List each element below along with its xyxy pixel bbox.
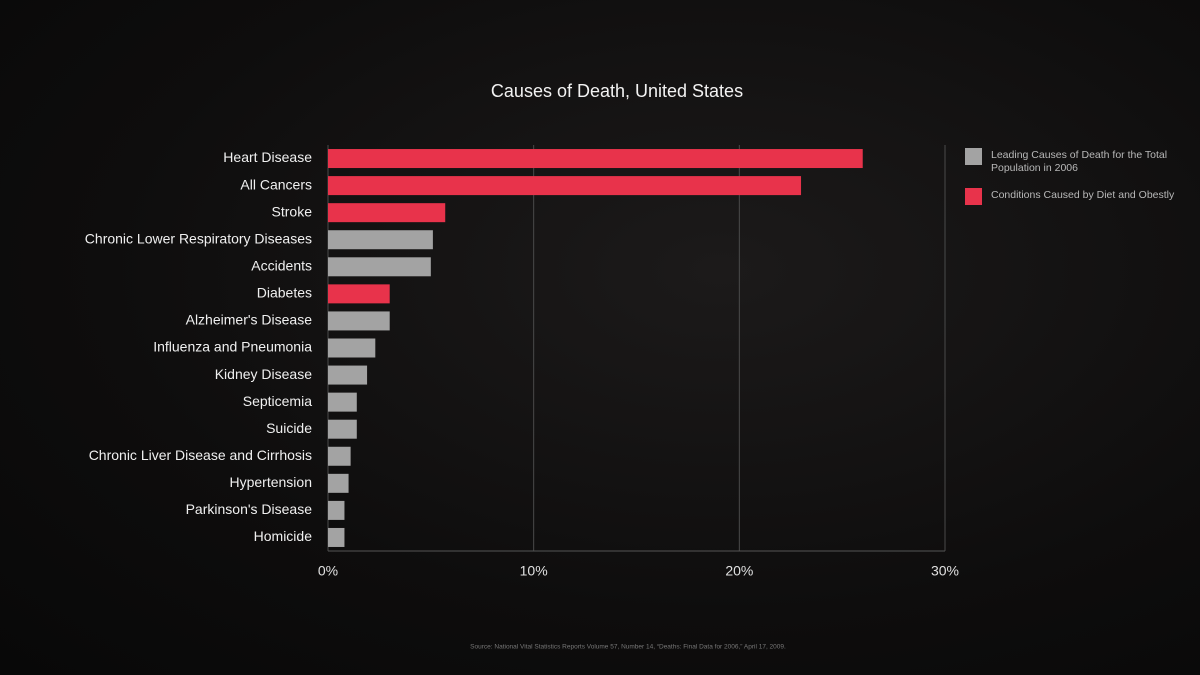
bar xyxy=(328,230,433,250)
x-tick-label: 30% xyxy=(931,563,959,579)
y-tick-label: Alzheimer's Disease xyxy=(186,312,313,328)
x-tick-label: 0% xyxy=(318,563,338,579)
legend-swatch xyxy=(965,148,982,165)
bar xyxy=(328,257,431,277)
bar xyxy=(328,527,345,547)
x-tick-label: 20% xyxy=(725,563,753,579)
bar xyxy=(328,446,351,466)
source-note: Source: National Vital Statistics Report… xyxy=(470,644,786,651)
bar xyxy=(328,419,357,439)
y-tick-label: Stroke xyxy=(272,203,313,219)
bar xyxy=(328,392,357,412)
y-tick-label: Accidents xyxy=(251,258,312,274)
bar xyxy=(328,176,802,196)
y-tick-label: Influenza and Pneumonia xyxy=(153,339,312,355)
bar xyxy=(328,500,345,520)
x-tick-label: 10% xyxy=(520,563,548,579)
chart-title: Causes of Death, United States xyxy=(491,81,743,101)
y-tick-label: Septicemia xyxy=(243,393,312,409)
y-tick-label: Chronic Liver Disease and Cirrhosis xyxy=(89,447,312,463)
bar xyxy=(328,149,863,169)
bar xyxy=(328,284,390,304)
y-tick-label: Parkinson's Disease xyxy=(186,501,313,517)
y-tick-label: Diabetes xyxy=(257,285,312,301)
bar xyxy=(328,203,446,223)
legend-label: Leading Causes of Death for the Total Po… xyxy=(991,149,1168,174)
y-tick-label: Chronic Lower Respiratory Diseases xyxy=(85,230,312,246)
bar xyxy=(328,365,368,385)
bar xyxy=(328,473,349,493)
legend-swatch xyxy=(965,188,982,205)
y-tick-label: Heart Disease xyxy=(223,149,312,165)
y-tick-label: Hypertension xyxy=(230,474,313,490)
y-tick-label: Kidney Disease xyxy=(215,366,312,382)
bar xyxy=(328,338,376,358)
legend-label: Conditions Caused by Diet and Obestly xyxy=(991,189,1175,201)
y-tick-label: Suicide xyxy=(266,420,312,436)
y-tick-label: Homicide xyxy=(254,528,313,544)
bar xyxy=(328,311,390,331)
y-tick-label: All Cancers xyxy=(240,176,312,192)
